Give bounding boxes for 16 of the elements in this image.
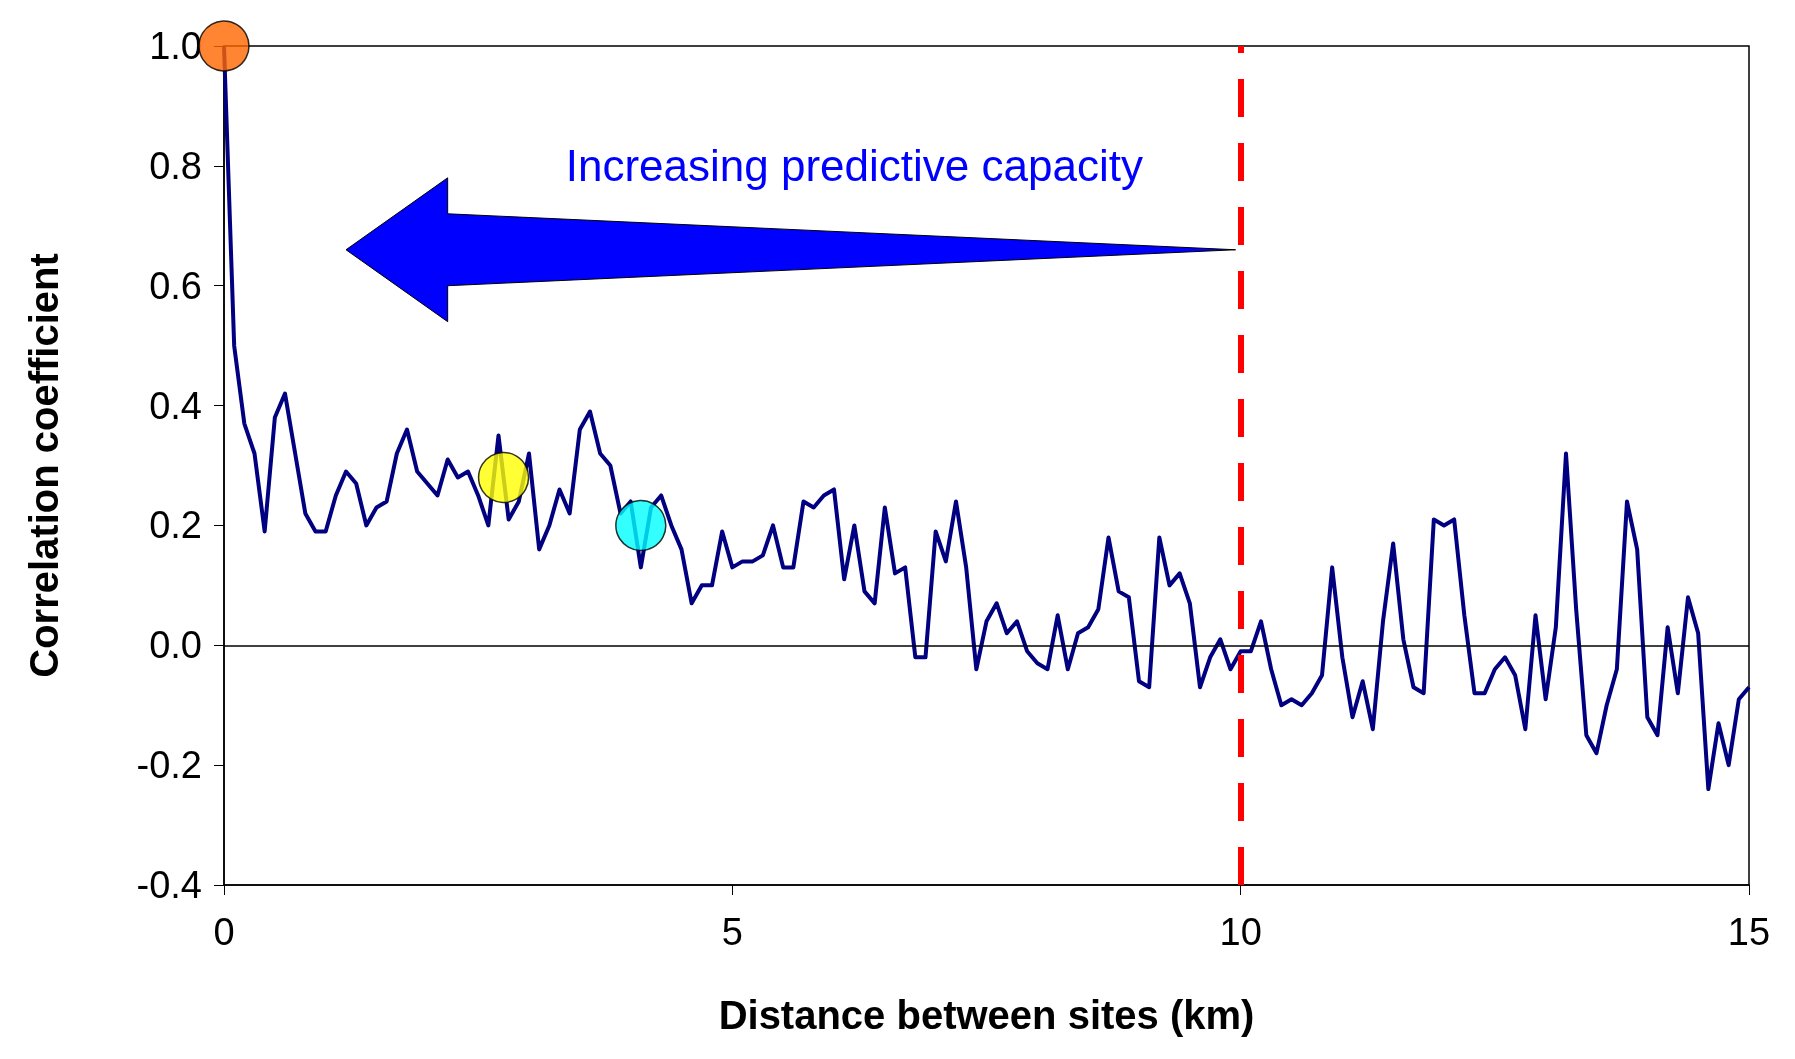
point — [477, 451, 530, 504]
x-tick-label: 10 — [1219, 911, 1262, 953]
y-tick-label: 0.4 — [149, 384, 202, 427]
y-axis-title: Correlation coefficient — [22, 253, 66, 678]
x-axis-title: Distance between sites (km) — [718, 993, 1255, 1037]
x-tick-label: 5 — [721, 911, 743, 953]
annotation: Increasing predictive capacity — [565, 141, 1143, 191]
y-tick-label: 0.2 — [149, 504, 202, 547]
y-tick-label: -0.4 — [136, 864, 202, 906]
y-tick-label: 0.0 — [149, 624, 202, 667]
y-tick-label: 0.6 — [149, 264, 202, 307]
x-tick-label: 15 — [1727, 911, 1771, 953]
x-tick-label: 0 — [213, 911, 235, 953]
y-tick-label: 0.8 — [149, 144, 202, 187]
y-tick-label: -0.2 — [136, 744, 202, 787]
point — [615, 499, 667, 552]
